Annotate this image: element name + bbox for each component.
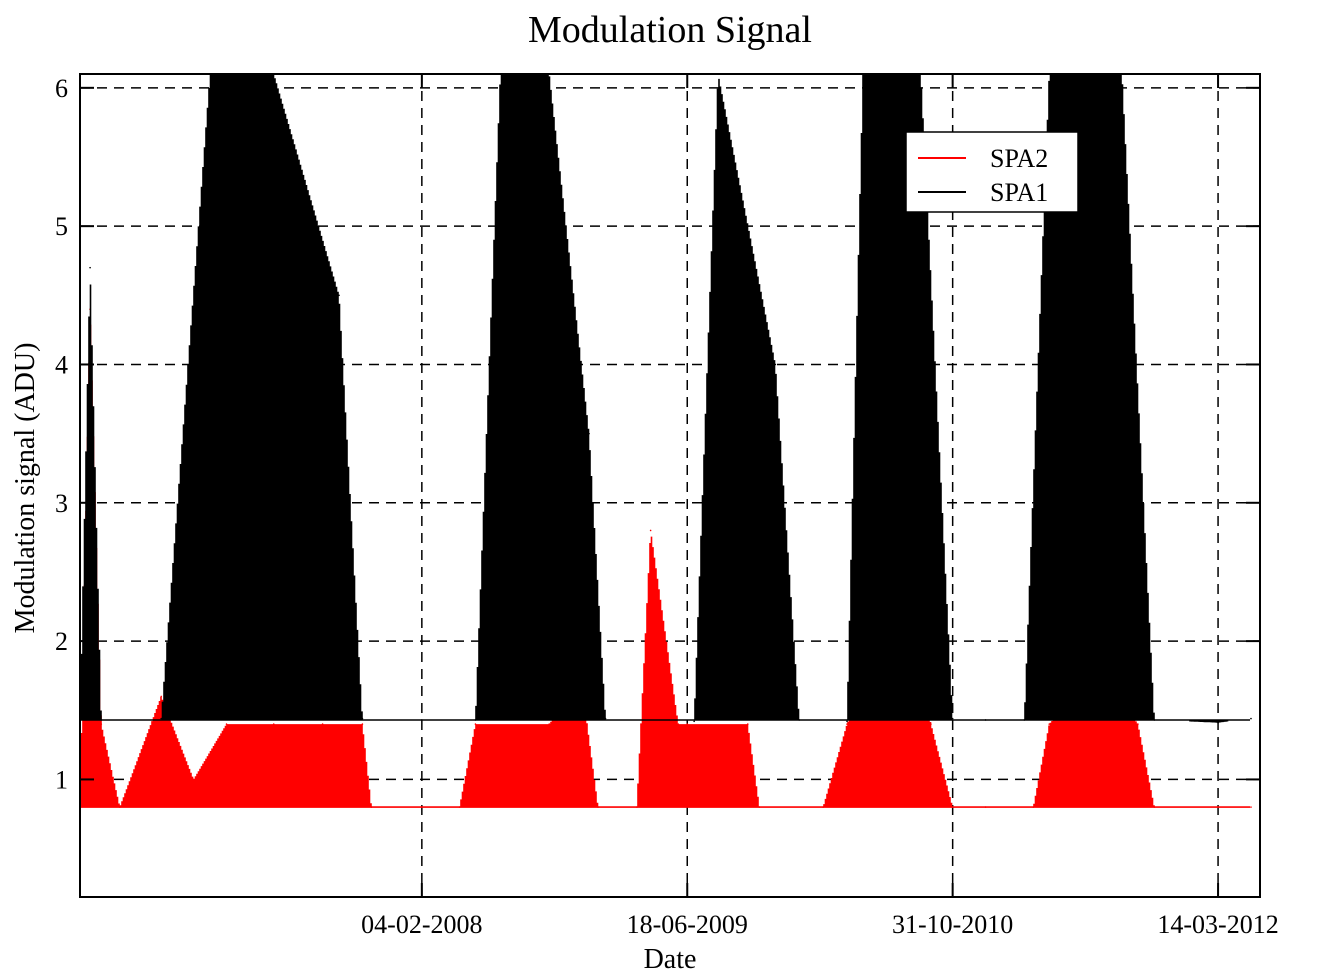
data-point bbox=[338, 294, 340, 297]
data-point bbox=[798, 719, 801, 721]
x-tick-label: 14-03-2012 bbox=[1157, 910, 1278, 939]
y-tick-label: 3 bbox=[55, 489, 68, 518]
data-point bbox=[588, 432, 590, 435]
data-point bbox=[321, 723, 324, 725]
chart-title: Modulation Signal bbox=[528, 9, 812, 51]
data-point bbox=[421, 719, 423, 721]
data-point bbox=[693, 720, 695, 723]
data-point bbox=[370, 806, 373, 808]
y-axis-label: Modulation signal (ADU) bbox=[10, 343, 41, 634]
x-axis-label: Date bbox=[644, 944, 697, 975]
data-point bbox=[119, 806, 121, 808]
data-point bbox=[192, 778, 195, 781]
data-point bbox=[474, 723, 477, 725]
data-point bbox=[758, 806, 761, 808]
data-point bbox=[100, 723, 103, 725]
y-tick-label: 4 bbox=[55, 350, 68, 379]
data-point bbox=[604, 717, 607, 720]
legend-label-spa1: SPA1 bbox=[990, 178, 1048, 207]
data-point bbox=[1153, 806, 1156, 808]
data-point bbox=[225, 723, 228, 725]
data-point bbox=[1032, 806, 1035, 808]
series-line-spa2 bbox=[80, 324, 1250, 808]
series-line-spa1 bbox=[80, 74, 1250, 723]
y-tick-label: 5 bbox=[55, 212, 68, 241]
data-point bbox=[677, 723, 680, 725]
data-point bbox=[160, 695, 163, 698]
data-point bbox=[100, 719, 103, 721]
data-point bbox=[1217, 806, 1219, 808]
data-point bbox=[474, 719, 477, 721]
data-point bbox=[1048, 723, 1051, 725]
series-spa2 bbox=[79, 308, 1252, 808]
data-point bbox=[272, 723, 275, 725]
legend: SPA2 SPA1 bbox=[905, 131, 1079, 213]
x-tick-label: 31-10-2010 bbox=[892, 910, 1013, 939]
data-point bbox=[984, 719, 987, 721]
data-point bbox=[774, 363, 777, 366]
data-point bbox=[1250, 806, 1252, 808]
plot-frame bbox=[79, 73, 1261, 898]
data-point bbox=[846, 723, 848, 725]
x-tick-label: 18-06-2009 bbox=[627, 910, 748, 939]
data-point bbox=[1023, 719, 1026, 721]
data-point bbox=[421, 806, 423, 808]
data-point bbox=[951, 806, 954, 808]
data-point bbox=[361, 717, 364, 720]
data-point bbox=[951, 717, 954, 720]
data-point bbox=[649, 529, 652, 532]
data-point bbox=[548, 723, 551, 725]
axis-ticks: 1 2 3 4 5 6 04-02-2008 18-06-2009 31-10-2010 14-0… bbox=[55, 74, 1279, 939]
data-point bbox=[746, 723, 749, 725]
data-point bbox=[597, 806, 599, 808]
data-point bbox=[89, 266, 91, 269]
data-point bbox=[1153, 719, 1156, 721]
y-tick-label: 2 bbox=[55, 627, 68, 656]
y-tick-label: 1 bbox=[55, 765, 68, 794]
data-point bbox=[686, 720, 689, 723]
legend-label-spa2: SPA2 bbox=[990, 144, 1048, 173]
data-point bbox=[1217, 721, 1219, 724]
data-point bbox=[984, 806, 987, 808]
data-point bbox=[636, 806, 638, 808]
data-point bbox=[458, 806, 461, 808]
series-spa1 bbox=[79, 73, 1252, 724]
plot-area bbox=[79, 73, 1252, 808]
data-point bbox=[846, 720, 848, 723]
data-point bbox=[1137, 723, 1139, 725]
legend-box bbox=[905, 131, 1079, 213]
data-point bbox=[822, 806, 824, 808]
data-point bbox=[160, 717, 163, 720]
data-point bbox=[1250, 717, 1252, 720]
data-point bbox=[361, 723, 364, 725]
data-point bbox=[930, 723, 932, 725]
data-point bbox=[686, 723, 689, 725]
y-tick-label: 6 bbox=[55, 74, 68, 103]
x-tick-label: 04-02-2008 bbox=[361, 910, 482, 939]
